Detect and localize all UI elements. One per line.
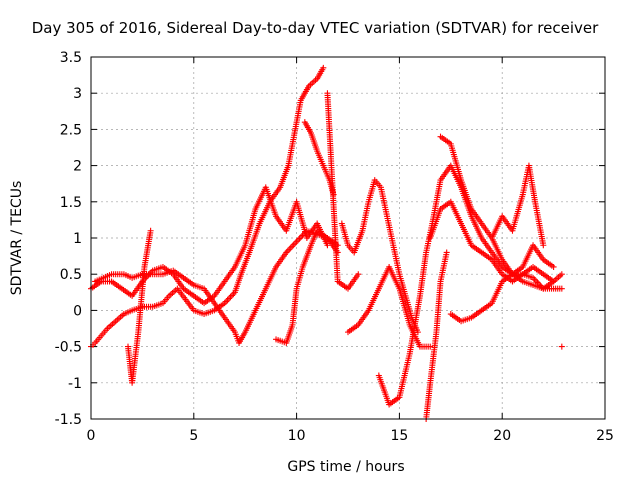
data-point	[324, 242, 331, 249]
y-tick-label: 2	[73, 159, 82, 175]
data-point	[558, 343, 565, 350]
plot-frame	[90, 56, 606, 420]
y-axis-label: SDTVAR / TECUs	[9, 181, 25, 296]
y-tick-label: 0	[73, 303, 82, 319]
data-point	[558, 271, 565, 278]
data-point	[427, 343, 434, 350]
data-point	[558, 285, 565, 292]
x-tick-label: 20	[493, 428, 511, 444]
x-tick-label: 5	[189, 428, 198, 444]
y-tick-label: -0.5	[55, 340, 82, 356]
x-tick-label: 0	[87, 428, 96, 444]
data-point	[550, 278, 557, 285]
data-point	[147, 227, 154, 234]
y-tick-label: 0.5	[60, 267, 82, 283]
data-marks	[88, 64, 565, 422]
x-tick-label: 25	[596, 428, 614, 444]
y-tick-label: 3	[73, 86, 82, 102]
chart-title: Day 305 of 2016, Sidereal Day-to-day VTE…	[32, 19, 599, 37]
data-point	[540, 242, 547, 249]
y-tick-label: -1.5	[55, 412, 82, 428]
y-tick-label: 1.5	[60, 195, 82, 211]
x-tick-label: 10	[288, 428, 306, 444]
tick-layer: 0 5 10 15 20 25 -1.5 -1 -0.5 0 0.5 1 1.5 2 2.5 3 3.5	[55, 50, 614, 444]
grid-layer	[91, 57, 605, 419]
data-point	[355, 271, 362, 278]
y-tick-label: -1	[68, 376, 82, 392]
data-point	[550, 263, 557, 270]
y-tick-label: 1	[73, 231, 82, 247]
x-tick-label: 15	[390, 428, 408, 444]
x-axis-label: GPS time / hours	[287, 459, 404, 475]
y-tick-label: 3.5	[60, 50, 82, 66]
y-tick-label: 2.5	[60, 122, 82, 138]
data-point	[443, 249, 450, 256]
data-point	[320, 64, 327, 71]
